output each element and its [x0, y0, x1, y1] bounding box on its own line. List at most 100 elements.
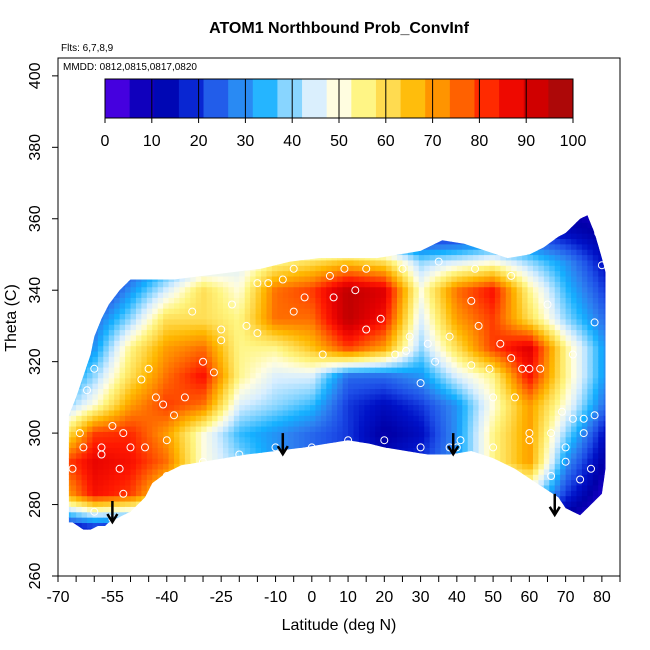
heatmap-cell — [108, 452, 115, 459]
heatmap-cell — [266, 463, 273, 470]
heatmap-cell — [163, 458, 170, 465]
heatmap-cell — [135, 302, 142, 309]
heatmap-cell — [271, 506, 278, 513]
heatmap-cell — [114, 329, 121, 336]
heatmap-cell — [87, 254, 94, 261]
heatmap-cell — [429, 345, 436, 352]
heatmap-cell — [168, 238, 175, 245]
heatmap-cell — [413, 420, 420, 427]
heatmap-cell — [87, 227, 94, 234]
heatmap-cell — [195, 404, 202, 411]
heatmap-cell — [402, 254, 409, 261]
heatmap-cell — [331, 350, 338, 357]
heatmap-cell — [413, 345, 420, 352]
heatmap-cell — [277, 302, 284, 309]
heatmap-cell — [163, 334, 170, 341]
heatmap-cell — [467, 527, 474, 530]
heatmap-cell — [505, 340, 512, 347]
heatmap-cell — [271, 388, 278, 395]
heatmap-cell — [261, 243, 268, 250]
heatmap-cell — [168, 399, 175, 406]
heatmap-cell — [87, 216, 94, 223]
heatmap-cell — [206, 479, 213, 486]
heatmap-cell — [119, 468, 126, 475]
heatmap-cell — [429, 215, 436, 218]
heatmap-cell — [484, 431, 491, 438]
heatmap-cell — [445, 286, 452, 293]
heatmap-cell — [146, 479, 153, 486]
heatmap-cell — [424, 329, 431, 336]
heatmap-cell — [320, 522, 327, 529]
heatmap-cell — [92, 345, 99, 352]
heatmap-cell — [288, 254, 295, 261]
heatmap-cell — [473, 334, 480, 341]
heatmap-cell — [326, 286, 333, 293]
heatmap-cell — [157, 425, 164, 432]
heatmap-cell — [70, 286, 77, 293]
heatmap-cell — [337, 297, 344, 304]
heatmap-cell — [222, 249, 230, 256]
heatmap-cell — [184, 270, 191, 277]
heatmap-cell — [326, 399, 333, 406]
heatmap-cell — [201, 297, 208, 304]
heatmap-cell — [429, 270, 436, 277]
heatmap-cell — [228, 324, 235, 331]
heatmap-cell — [467, 463, 474, 470]
heatmap-cell — [146, 388, 153, 395]
heatmap-cell — [206, 324, 213, 331]
heatmap-cell — [244, 249, 251, 256]
heatmap-cell — [233, 388, 240, 395]
heatmap-cell — [467, 506, 474, 513]
heatmap-cell — [125, 222, 132, 229]
heatmap-cell — [168, 425, 175, 432]
heatmap-cell — [342, 350, 349, 357]
heatmap-cell — [456, 372, 463, 379]
heatmap-cell — [505, 442, 512, 448]
heatmap-cell — [250, 243, 257, 250]
heatmap-cell — [386, 324, 393, 331]
heatmap-cell — [157, 216, 164, 223]
heatmap-cell — [76, 265, 83, 272]
heatmap-cell — [337, 383, 344, 390]
heatmap-cell — [478, 431, 485, 438]
heatmap-cell — [451, 265, 458, 272]
heatmap-cell — [119, 259, 126, 266]
heatmap-cell — [288, 377, 295, 384]
heatmap-cell — [500, 238, 507, 245]
heatmap-cell — [206, 420, 213, 427]
heatmap-cell — [217, 517, 224, 524]
heatmap-cell — [70, 474, 77, 481]
heatmap-cell — [130, 415, 137, 422]
heatmap-cell — [451, 522, 458, 529]
heatmap-cell — [163, 222, 170, 229]
heatmap-cell — [424, 527, 431, 530]
heatmap-cell — [195, 270, 202, 277]
heatmap-cell — [233, 215, 240, 218]
heatmap-cell — [391, 447, 398, 454]
heatmap-cell — [402, 281, 409, 288]
heatmap-cell — [435, 490, 442, 497]
heatmap-cell — [277, 415, 284, 422]
heatmap-cell — [380, 334, 387, 341]
heatmap-cell — [184, 506, 191, 513]
heatmap-cell — [478, 367, 485, 373]
heatmap-cell — [494, 254, 501, 261]
heatmap-cell — [233, 334, 240, 341]
heatmap-cell — [76, 345, 83, 352]
heatmap-cell — [358, 243, 365, 250]
heatmap-cell — [402, 227, 409, 234]
heatmap-cell — [201, 404, 208, 411]
heatmap-cell — [97, 500, 104, 507]
heatmap-cell — [331, 313, 338, 320]
heatmap-cell — [70, 350, 77, 357]
heatmap-cell — [97, 265, 104, 272]
heatmap-cell — [391, 249, 398, 256]
heatmap-cell — [282, 458, 289, 465]
heatmap-cell — [402, 506, 409, 513]
heatmap-cell — [342, 270, 349, 277]
heatmap-cell — [212, 458, 219, 465]
heatmap-cell — [135, 238, 142, 245]
heatmap-cell — [337, 265, 344, 272]
heatmap-cell — [70, 334, 77, 341]
heatmap-cell — [478, 442, 485, 448]
